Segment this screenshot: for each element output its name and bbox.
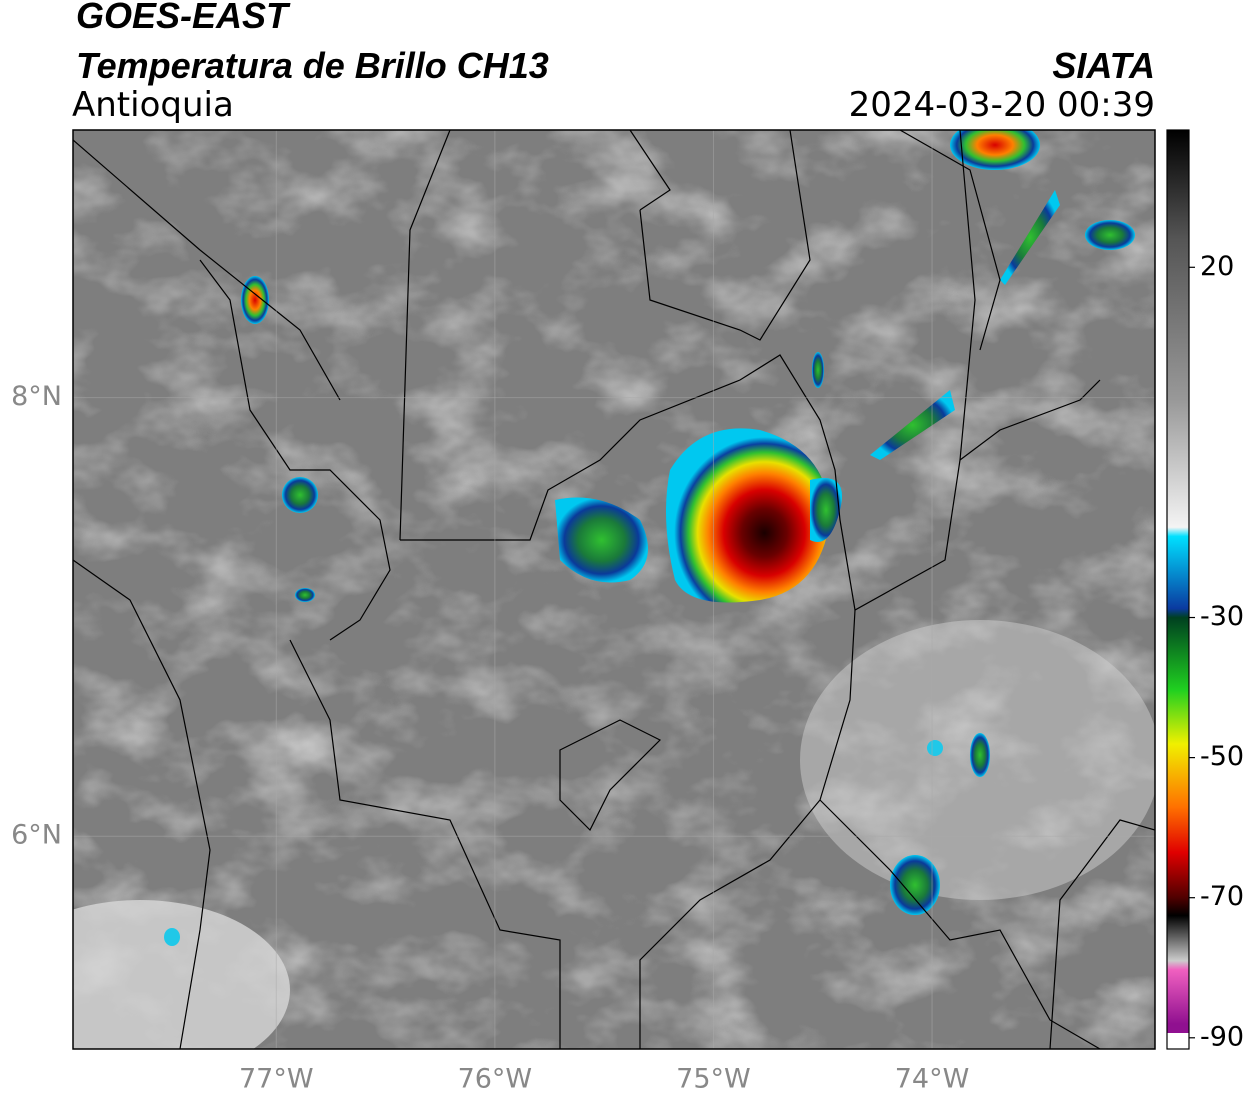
colorbar-tick-label: -70 [1200, 881, 1244, 912]
subtitle: Temperatura de Brillo CH13 [76, 45, 549, 86]
lat-tick-label: 6°N [11, 820, 62, 851]
title: GOES-EAST [76, 0, 291, 36]
lon-tick-label: 77°W [239, 1064, 314, 1095]
colorbar-tick-label: -30 [1200, 601, 1244, 632]
colorbar-tick-label: -50 [1200, 741, 1244, 772]
datetime: 2024-03-20 00:39 [849, 85, 1155, 125]
lon-tick-label: 76°W [458, 1064, 533, 1095]
colorbar-frame [1166, 129, 1190, 1050]
lon-tick-label: 74°W [895, 1064, 970, 1095]
region: Antioquia [72, 85, 234, 125]
colorbar-tick-label: -90 [1200, 1021, 1244, 1052]
map-frame [72, 129, 1156, 1050]
satellite-image [73, 130, 1155, 1049]
lon-tick-label: 75°W [676, 1064, 751, 1095]
colorbar-tick-label: 20 [1200, 251, 1234, 282]
colorbar [1167, 130, 1189, 1033]
source: SIATA [1052, 45, 1155, 86]
lat-tick-label: 8°N [11, 381, 62, 412]
